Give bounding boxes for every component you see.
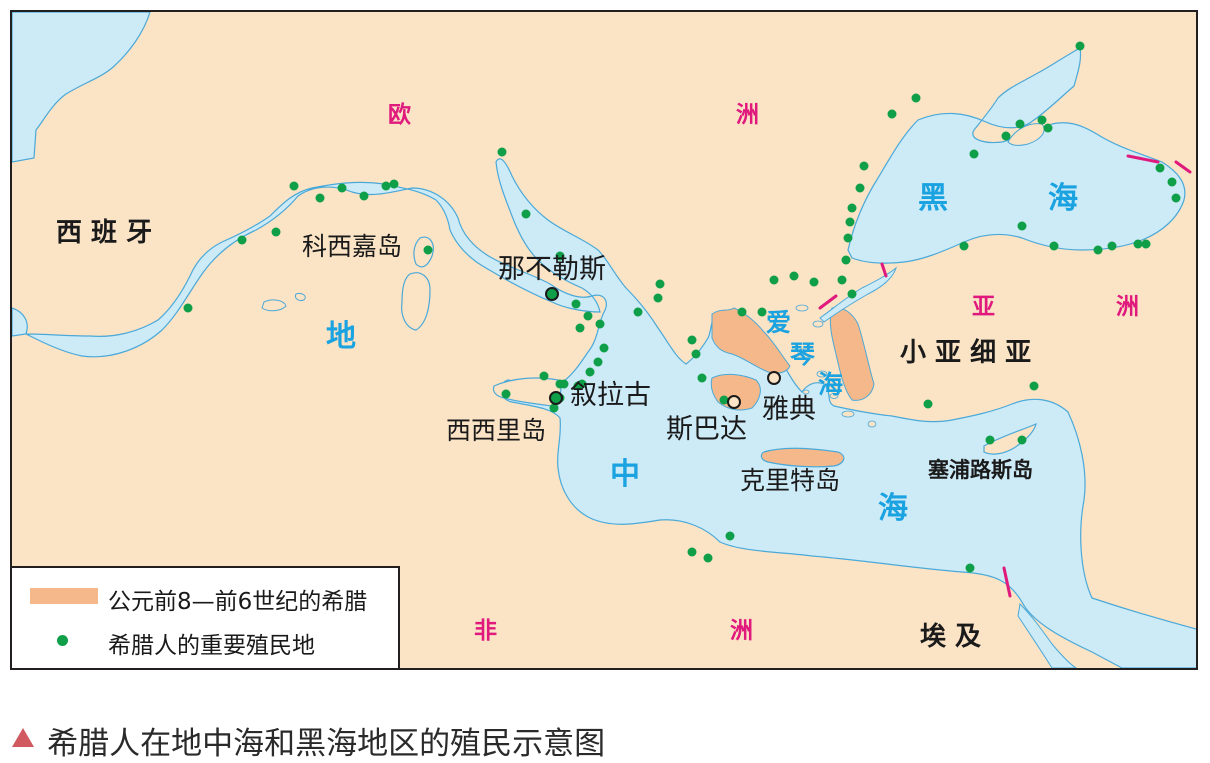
label-europe-left: 欧	[388, 102, 411, 128]
crimea	[1007, 123, 1045, 146]
label-sparta: 斯巴达	[666, 414, 747, 445]
label-aegean-3: 海	[818, 370, 844, 399]
label-egypt: 埃 及	[920, 622, 982, 652]
legend-row-homeland: 公元前8—前6世纪的希腊	[12, 576, 398, 616]
mediterranean-sea	[25, 158, 1196, 668]
label-naples: 那不勒斯	[498, 254, 606, 285]
label-med-3: 海	[878, 491, 908, 526]
map-legend: 公元前8—前6世纪的希腊 希腊人的重要殖民地	[12, 566, 400, 668]
label-cyprus: 塞浦路斯岛	[928, 458, 1033, 482]
greek-ionia	[829, 307, 875, 401]
colony-dots	[183, 41, 1181, 573]
label-africa-left: 非	[474, 618, 497, 644]
label-aegean-2: 琴	[790, 340, 816, 369]
legend-dot-colonies	[57, 635, 68, 646]
cyprus	[983, 422, 1037, 455]
label-europe-right: 洲	[736, 102, 759, 128]
syracuse-marker	[549, 391, 563, 405]
balearic	[261, 293, 306, 312]
legend-row-colonies: 希腊人的重要殖民地	[12, 620, 398, 660]
label-aegean-1: 爱	[766, 308, 792, 337]
athens-marker	[767, 371, 781, 385]
boundary-lines	[818, 154, 1192, 598]
map-canvas	[12, 12, 1196, 668]
label-black-sea-left: 黑	[918, 181, 948, 216]
label-corsica: 科西嘉岛	[302, 232, 403, 261]
caption-triangle-icon	[12, 728, 34, 747]
legend-text-colonies: 希腊人的重要殖民地	[108, 633, 315, 659]
black-sea	[847, 47, 1186, 264]
corsica	[413, 236, 434, 268]
legend-swatch-homeland	[30, 588, 98, 604]
legend-text-homeland: 公元前8—前6世纪的希腊	[108, 589, 368, 615]
atlantic-ocean	[12, 12, 151, 163]
crete	[760, 447, 845, 468]
label-asia-right: 洲	[1116, 294, 1139, 320]
label-med-1: 地	[326, 319, 356, 354]
label-spain: 西 班 牙	[56, 218, 153, 248]
label-black-sea-right: 海	[1048, 181, 1078, 216]
label-syracuse: 叙拉古	[570, 380, 651, 411]
aegean-islands	[795, 304, 877, 428]
map-frame: 欧 洲 亚 洲 非 洲 黑 海 地 中 海 爱 琴 海 西 班 牙 科西嘉岛 那…	[10, 10, 1198, 670]
sardinia	[401, 272, 431, 331]
sparta-marker	[727, 395, 741, 409]
label-med-2: 中	[610, 457, 640, 492]
label-asia-left: 亚	[972, 294, 995, 320]
label-sicily: 西西里岛	[446, 416, 547, 445]
caption-text: 希腊人在地中海和黑海地区的殖民示意图	[47, 726, 606, 762]
nile	[1017, 602, 1077, 668]
label-crete: 克里特岛	[740, 466, 841, 495]
naples-marker	[545, 287, 559, 301]
greek-homeland	[710, 307, 791, 411]
label-africa-right: 洲	[730, 618, 753, 644]
label-asia-minor: 小 亚 细 亚	[900, 338, 1032, 368]
label-athens: 雅典	[762, 394, 816, 425]
figure-caption: 希腊人在地中海和黑海地区的殖民示意图	[12, 718, 605, 762]
